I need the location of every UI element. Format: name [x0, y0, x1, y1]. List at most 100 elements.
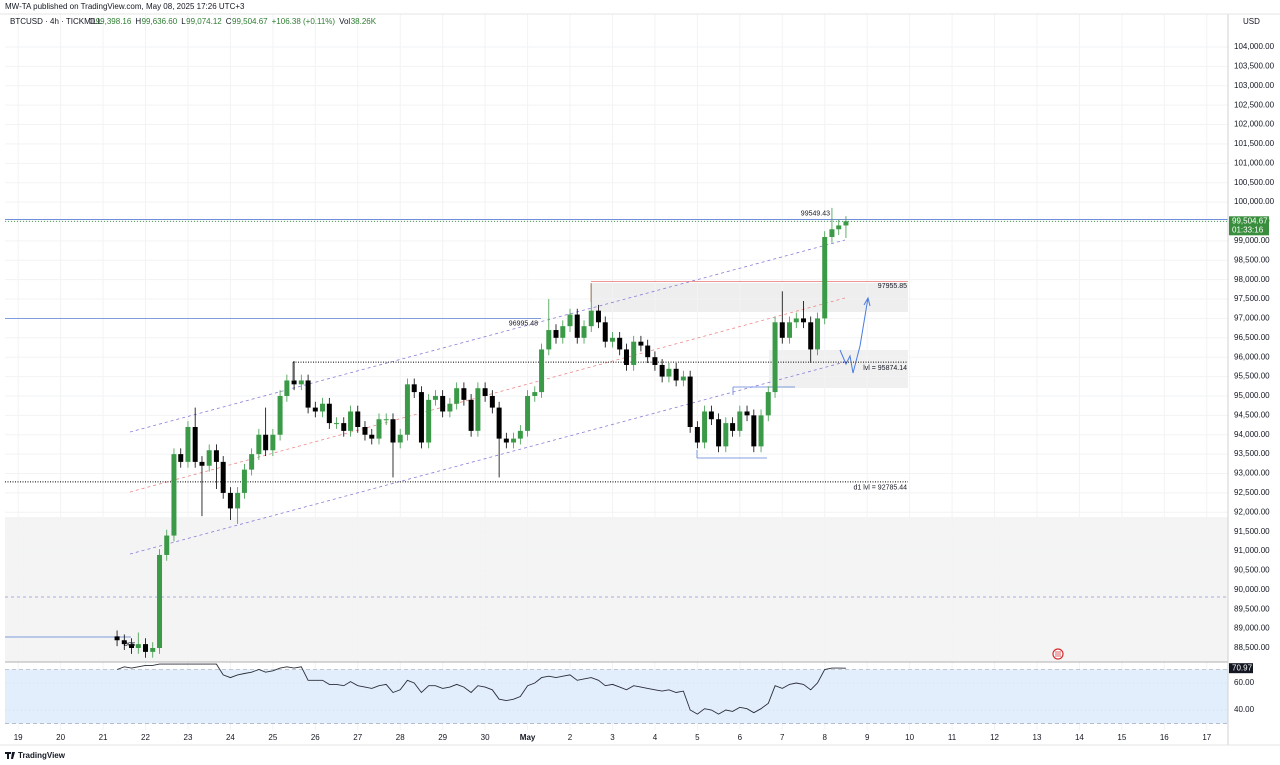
y-tick-label: 90,500.00 — [1234, 566, 1270, 575]
candle-body — [843, 221, 849, 226]
y-tick-label: 97,000.00 — [1234, 314, 1270, 323]
x-tick-label: 26 — [311, 733, 320, 742]
candle-body — [623, 349, 629, 365]
x-tick-label: 24 — [226, 733, 235, 742]
x-tick-label: 6 — [738, 733, 743, 742]
candle-body — [270, 434, 276, 451]
candle-body — [546, 330, 552, 350]
candle-body — [609, 337, 615, 342]
x-tick-label: 17 — [1202, 733, 1211, 742]
x-tick-label: 4 — [653, 733, 658, 742]
candle-body — [737, 411, 743, 431]
candle-body — [560, 326, 566, 338]
candle-body — [199, 461, 205, 466]
rsi-value-label: 70.97 — [1232, 663, 1253, 672]
candle-body — [426, 399, 432, 443]
x-tick-label: 5 — [695, 733, 700, 742]
candle-body — [503, 438, 509, 443]
published: MW-TA published on TradingView.com, May … — [5, 2, 245, 11]
candle-body — [808, 322, 814, 350]
candle-body — [673, 368, 679, 381]
y-tick-label: 92,500.00 — [1234, 488, 1270, 497]
legend-value: 99,636.60 — [142, 17, 178, 26]
x-tick-label: 16 — [1160, 733, 1169, 742]
y-tick-label: 95,000.00 — [1234, 391, 1270, 400]
level-label: lvl = 95874.14 — [863, 365, 907, 372]
candle-body — [836, 225, 842, 230]
candle-body — [786, 322, 792, 338]
candle-body — [687, 376, 693, 427]
candle-body — [793, 318, 799, 323]
candle-body — [822, 236, 828, 319]
legend-label: Vol — [339, 17, 350, 26]
level-label: 96995.48 — [509, 320, 538, 327]
candle-body — [121, 640, 127, 645]
candle-body — [418, 392, 424, 443]
candle-body — [730, 423, 736, 431]
candle-body — [602, 322, 608, 342]
candle-body — [220, 461, 226, 493]
candle-body — [659, 364, 665, 377]
candle-body — [390, 419, 396, 443]
y-tick-label: 94,000.00 — [1234, 430, 1270, 439]
candle-body — [751, 415, 757, 447]
x-tick-label: 2 — [568, 733, 573, 742]
legend-label: O — [89, 17, 95, 26]
last-price-label: 99,504.67 — [1232, 216, 1268, 225]
candle-body — [468, 399, 474, 431]
candle-body — [129, 644, 135, 649]
legend-label: H — [135, 17, 141, 26]
candle-body — [567, 314, 573, 327]
y-tick-label: 102,000.00 — [1234, 120, 1275, 129]
y-tick-label: 104,000.00 — [1234, 42, 1275, 51]
x-tick-label: 22 — [141, 733, 150, 742]
candle-body — [355, 411, 361, 427]
candle-body — [249, 454, 255, 470]
brand-logo — [5, 752, 15, 759]
y-tick-label: 102,500.00 — [1234, 100, 1275, 109]
candle-body — [114, 636, 120, 641]
y-tick-label: 96,500.00 — [1234, 333, 1270, 342]
candle-body — [241, 469, 247, 493]
marks — [114, 207, 849, 658]
x-tick-label: 8 — [822, 733, 827, 742]
candle-body — [708, 411, 714, 420]
level-label: 99549.43 — [801, 210, 830, 217]
candle-body — [213, 450, 219, 462]
candle-body — [716, 419, 722, 447]
candle-body — [595, 310, 601, 323]
y-tick-label: 103,000.00 — [1234, 81, 1275, 90]
x-tick-label: 7 — [780, 733, 785, 742]
candle-body — [447, 403, 453, 412]
legend-label: C — [226, 17, 232, 26]
annotation: bos — [124, 641, 136, 648]
candle-body — [532, 392, 538, 396]
x-tick-label: 11 — [948, 733, 957, 742]
legend-label: L — [181, 17, 186, 26]
candle-body — [694, 426, 700, 443]
candle-body — [553, 330, 559, 338]
candle-body — [638, 341, 644, 346]
candle-body — [235, 492, 241, 509]
candle-body — [227, 492, 233, 509]
candle-body — [461, 388, 467, 400]
candle-body — [369, 434, 375, 439]
y-tick-label: 98,000.00 — [1234, 275, 1270, 284]
y-tick-label: 90,000.00 — [1234, 585, 1270, 594]
level-label: d1 lvl = 92785.44 — [853, 485, 907, 492]
candle-body — [489, 395, 495, 408]
candle-body — [525, 395, 531, 431]
candle-body — [383, 419, 389, 421]
y-tick-label: 99,000.00 — [1234, 236, 1270, 245]
candle-body — [511, 438, 517, 443]
candle-body — [772, 322, 778, 393]
candle-body — [454, 388, 460, 404]
x-tick-label: 9 — [865, 733, 870, 742]
x-tick-label: 20 — [56, 733, 65, 742]
candle-body — [432, 395, 438, 400]
candle-body — [192, 426, 198, 462]
x-tick-label: 30 — [481, 733, 490, 742]
last-price-box — [1229, 216, 1269, 236]
candle-body — [206, 450, 212, 466]
